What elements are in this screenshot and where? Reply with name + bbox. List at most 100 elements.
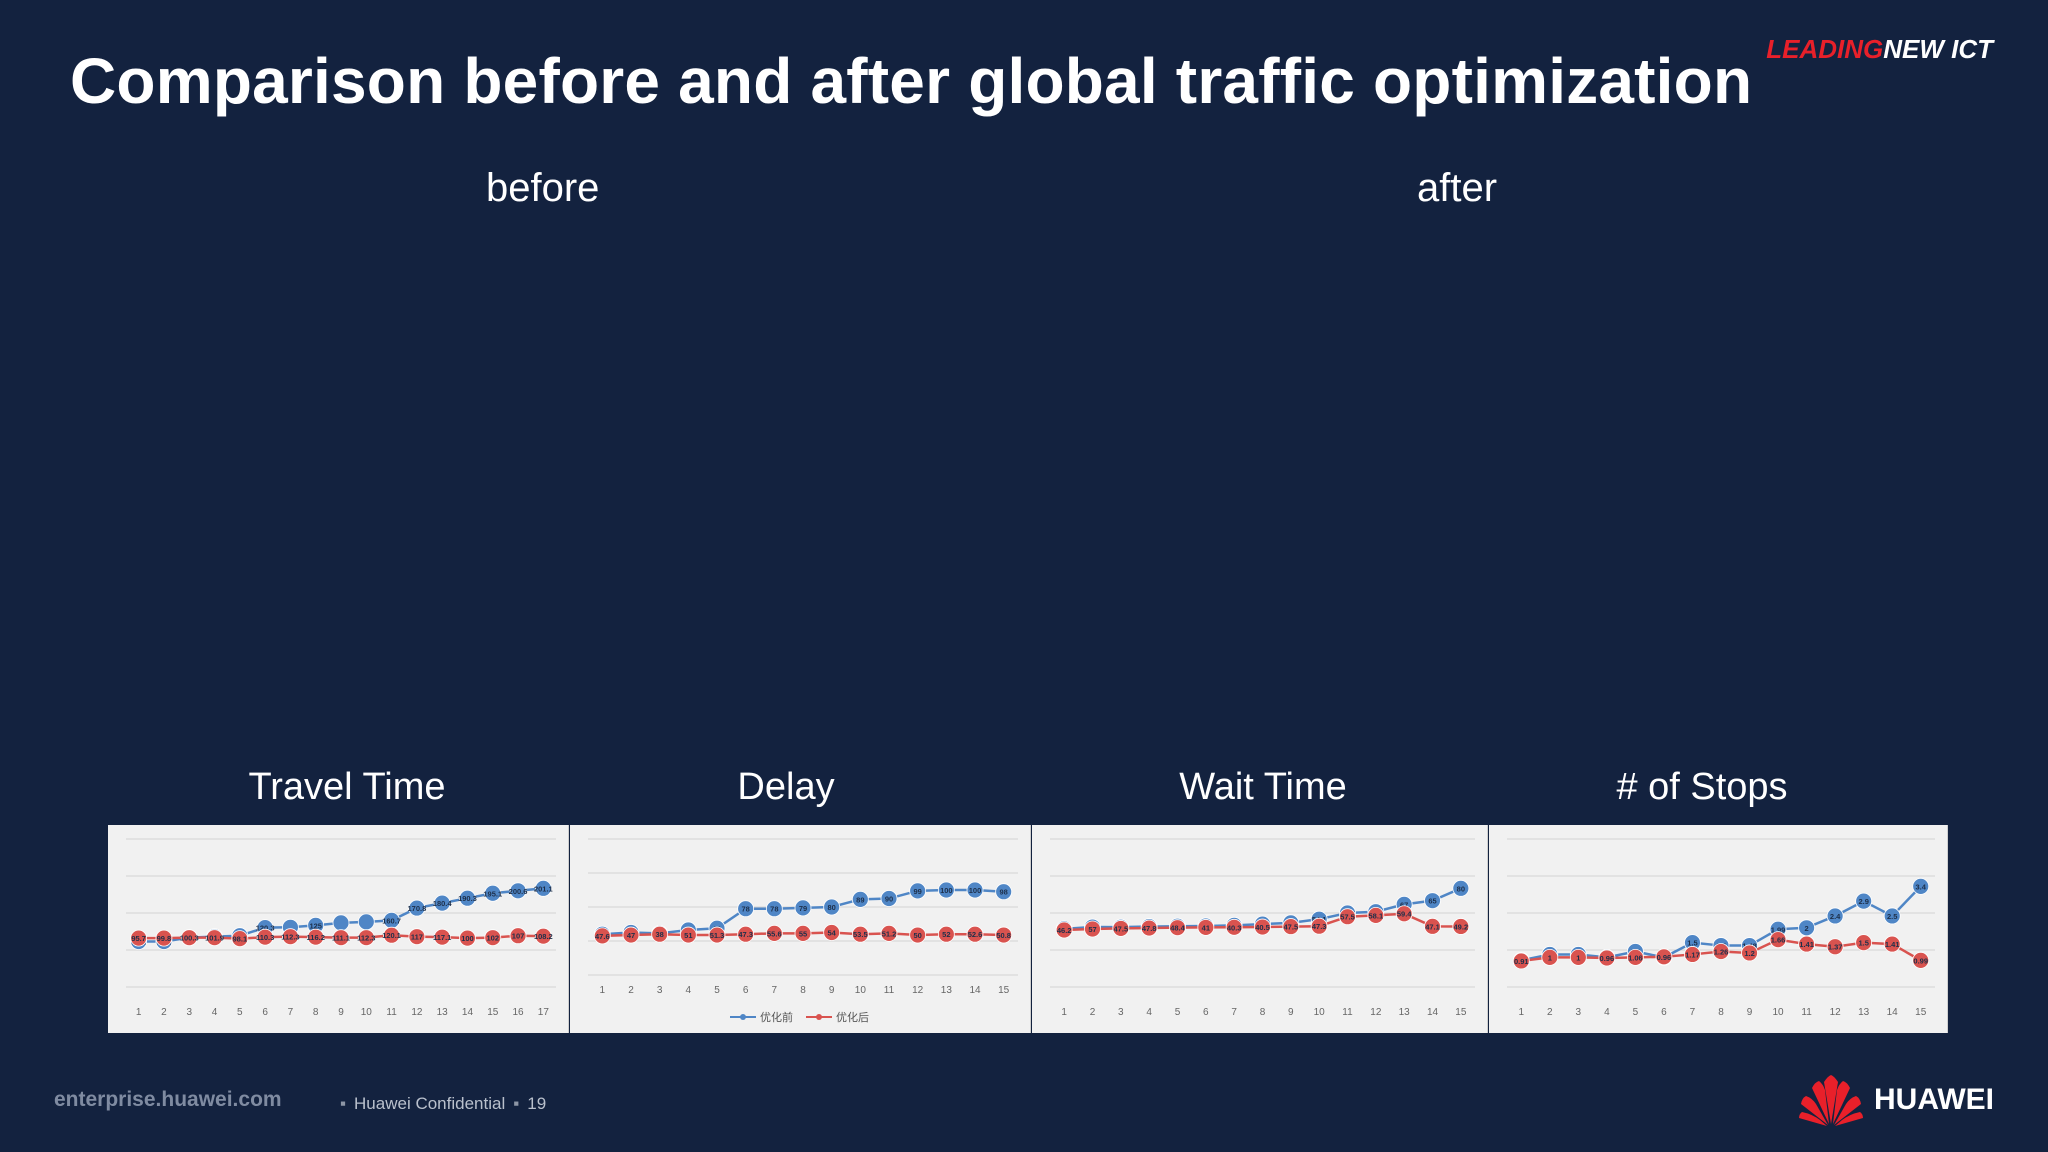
footer-dot: ▪ — [340, 1094, 347, 1113]
x-tick-label: 2 — [1547, 1007, 1553, 1018]
x-tick-label: 1 — [1061, 1007, 1067, 1018]
data-point — [937, 881, 955, 899]
data-point — [1655, 948, 1673, 966]
data-label: 1.5 — [1687, 939, 1697, 948]
x-tick-label: 10 — [1314, 1007, 1326, 1018]
x-tick-label: 9 — [829, 985, 835, 996]
data-point — [1741, 944, 1758, 962]
data-point — [282, 928, 299, 946]
data-point — [484, 884, 502, 902]
x-tick-label: 5 — [237, 1007, 243, 1018]
data-label: 2.5 — [1887, 912, 1897, 921]
data-label: 41 — [1202, 923, 1210, 932]
data-point — [765, 900, 783, 918]
data-point — [909, 926, 927, 944]
data-point — [1855, 892, 1873, 910]
data-label: 107 — [512, 932, 525, 941]
data-label: 3.4 — [1916, 882, 1927, 891]
data-label: 190.3 — [458, 894, 477, 903]
x-tick-label: 11 — [386, 1007, 397, 1018]
data-point — [1310, 917, 1328, 935]
data-point — [737, 900, 755, 918]
x-tick-label: 4 — [1604, 1007, 1610, 1018]
chart-stops: 1234567891011121314151.11.21.21.51.51.48… — [1507, 838, 1935, 1018]
data-point — [357, 929, 375, 947]
chart-title-delay: Delay — [737, 766, 835, 808]
data-point — [231, 930, 249, 948]
data-label: 52 — [942, 930, 950, 939]
data-label: 1 — [1576, 953, 1580, 962]
data-label: 47.5 — [1284, 923, 1299, 932]
data-point — [307, 928, 325, 946]
data-label: 200.6 — [509, 887, 528, 896]
data-point — [1712, 943, 1730, 960]
data-label: 1.5 — [1858, 939, 1868, 948]
data-point — [1452, 918, 1470, 935]
data-point — [1084, 920, 1101, 938]
x-tick-label: 7 — [1690, 1007, 1696, 1018]
data-label: 112.3 — [281, 933, 299, 942]
data-label: 116.2 — [307, 933, 325, 942]
x-tick-label: 10 — [361, 1007, 373, 1018]
data-label: 49.2 — [1454, 922, 1469, 931]
x-tick-label: 13 — [1399, 1007, 1411, 1018]
data-label: 38 — [655, 930, 663, 939]
data-label: 50.8 — [996, 931, 1011, 940]
data-label: 90 — [885, 895, 893, 904]
x-tick-label: 12 — [1370, 1007, 1382, 1018]
chart-delay: 1234567891011121314155660627878798089909… — [588, 838, 1018, 1024]
footer-confidential-text: Huawei Confidential — [354, 1094, 506, 1113]
data-label: 95.7 — [131, 934, 146, 943]
x-tick-label: 11 — [884, 985, 895, 996]
data-point — [995, 883, 1013, 901]
data-label: 1.26 — [1714, 947, 1729, 956]
x-tick-label: 12 — [1830, 1007, 1842, 1018]
data-label: 1.37 — [1828, 943, 1843, 952]
data-point — [433, 928, 451, 946]
x-tick-label: 12 — [912, 985, 924, 996]
data-label: 101.9 — [205, 934, 224, 943]
data-point — [1197, 919, 1215, 936]
huawei-petal-icon — [1799, 1075, 1863, 1126]
data-label: 117 — [411, 933, 423, 942]
x-tick-label: 15 — [1915, 1007, 1927, 1018]
data-label: 40.3 — [1227, 923, 1242, 932]
data-label: 67 — [1400, 900, 1408, 909]
data-point — [737, 925, 755, 943]
data-point — [1424, 892, 1441, 910]
data-point — [1798, 935, 1816, 953]
data-label: 47 — [627, 931, 635, 940]
data-label: 55 — [799, 929, 807, 938]
data-label: 170.8 — [407, 904, 426, 913]
x-tick-label: 13 — [941, 985, 953, 996]
data-label: 47.6 — [595, 932, 610, 941]
x-tick-label: 13 — [1858, 1007, 1870, 1018]
legend-label: 优化后 — [836, 1010, 869, 1024]
chart-title-stops: # of Stops — [1616, 766, 1788, 808]
data-point — [708, 926, 726, 944]
data-label: 180.4 — [433, 899, 453, 908]
data-label: 48.4 — [1170, 924, 1185, 933]
x-tick-label: 17 — [538, 1007, 550, 1018]
data-label: 111.1 — [332, 934, 350, 943]
chart-title-travel-time: Travel Time — [248, 766, 446, 808]
data-label: 0.96 — [1657, 953, 1672, 962]
data-point — [966, 881, 984, 899]
x-tick-label: 1 — [600, 985, 606, 996]
data-label: 47.3 — [1312, 922, 1327, 931]
x-tick-label: 6 — [1661, 1007, 1667, 1018]
data-point — [851, 925, 869, 943]
data-label: 65 — [1428, 897, 1436, 906]
x-tick-label: 8 — [313, 1007, 319, 1018]
data-label: 2.9 — [1858, 897, 1868, 906]
data-label: 117.1 — [433, 933, 451, 942]
data-point — [794, 924, 812, 942]
data-label: 102 — [487, 934, 500, 943]
data-label: 59.4 — [1397, 910, 1412, 919]
x-tick-label: 7 — [1231, 1007, 1237, 1018]
data-point — [1883, 935, 1901, 953]
data-point — [880, 924, 898, 942]
data-point — [765, 924, 783, 942]
data-label: 89 — [856, 895, 864, 904]
data-point — [1512, 952, 1530, 970]
